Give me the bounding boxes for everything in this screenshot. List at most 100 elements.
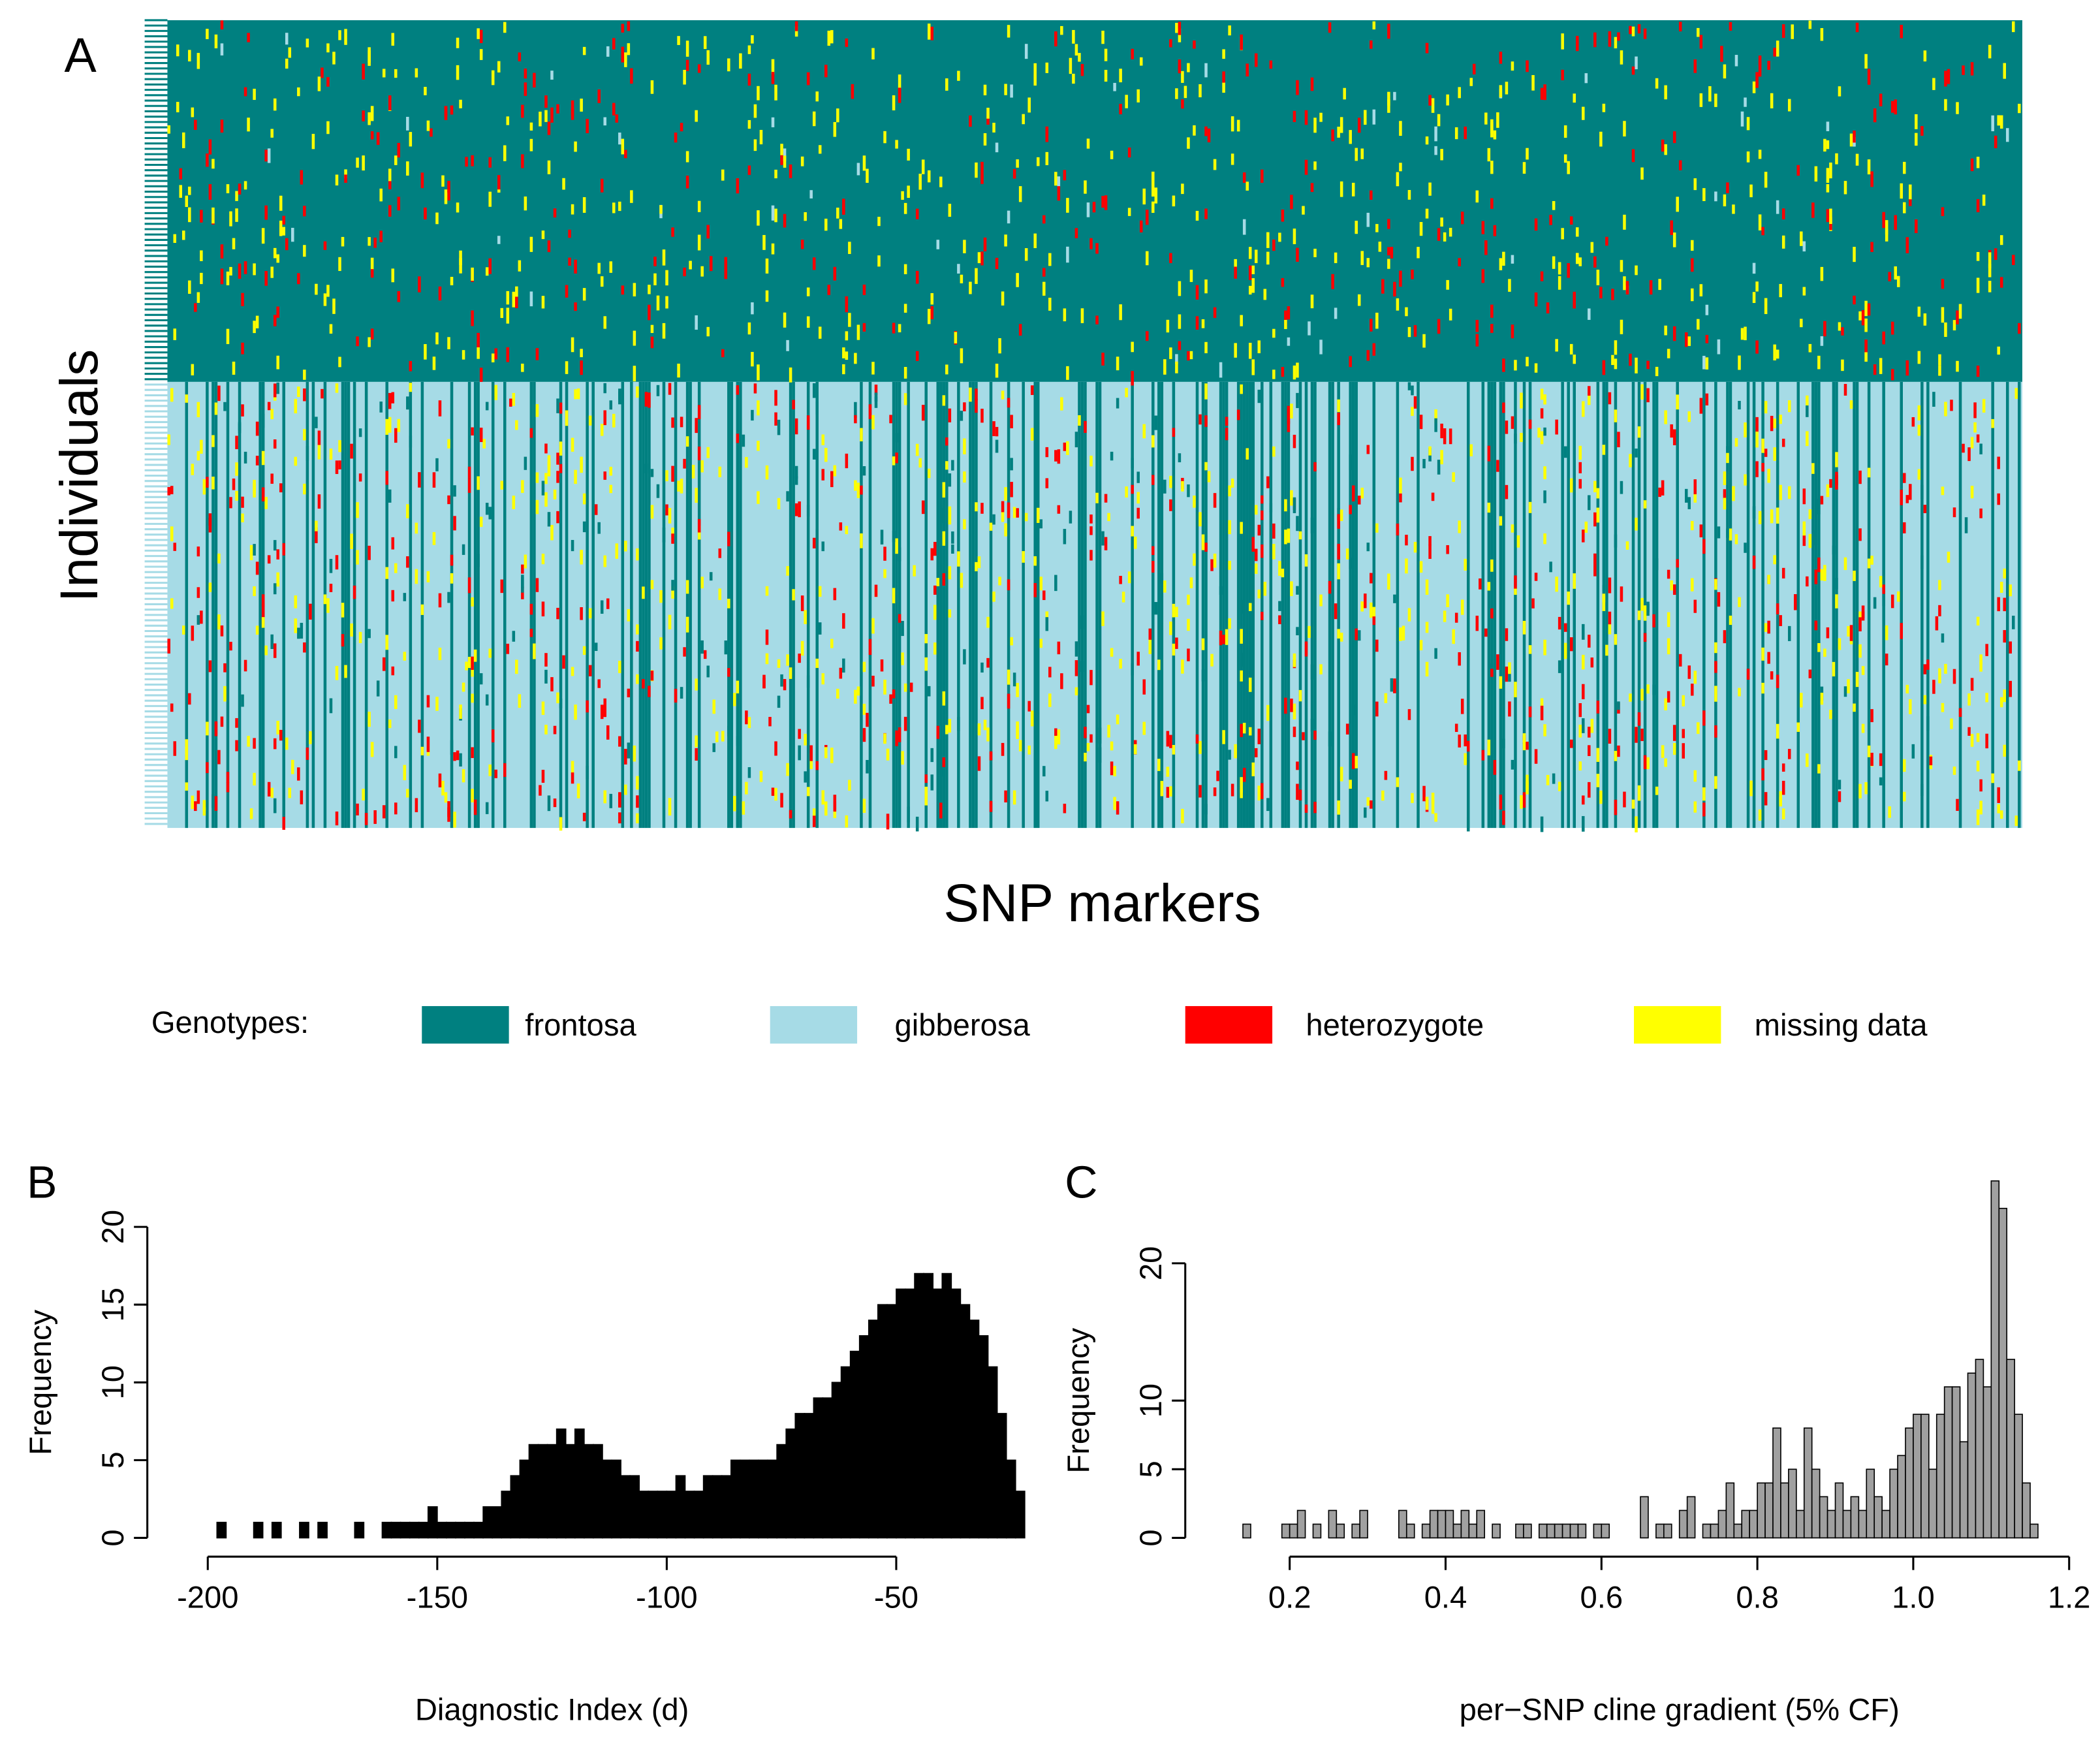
genotype-cell bbox=[533, 643, 536, 659]
genotype-cell bbox=[1699, 284, 1703, 296]
genotype-cell bbox=[1345, 548, 1349, 560]
genotype-cell bbox=[1181, 808, 1184, 823]
bar bbox=[565, 1444, 576, 1539]
genotype-cell bbox=[1437, 319, 1441, 334]
genotype-cell bbox=[606, 725, 610, 740]
genotype-cell bbox=[255, 561, 259, 575]
genotype-cell bbox=[1360, 601, 1364, 612]
genotype-cell bbox=[241, 694, 244, 707]
genotype-cell bbox=[1281, 568, 1285, 578]
genotype-cell bbox=[1941, 486, 1945, 496]
genotype-cell bbox=[303, 245, 306, 257]
genotype-cell bbox=[1808, 533, 1812, 548]
genotype-cell bbox=[518, 260, 522, 272]
genotype-cell bbox=[264, 497, 268, 509]
genotype-cell bbox=[1534, 363, 1538, 373]
genotype-cell bbox=[751, 302, 754, 315]
genotype-cell bbox=[918, 174, 922, 190]
genotype-cell bbox=[291, 759, 294, 774]
genotype-cell bbox=[368, 712, 371, 727]
genotype-cell bbox=[812, 808, 816, 821]
genotype-cell bbox=[1428, 536, 1432, 546]
genotype-cell bbox=[1104, 195, 1108, 210]
genotype-cell bbox=[1487, 582, 1491, 591]
genotype-cell bbox=[571, 540, 574, 552]
genotype-cell bbox=[1522, 162, 1526, 174]
genotype-cell bbox=[456, 750, 460, 761]
genotype-cell bbox=[798, 729, 801, 739]
genotype-cell bbox=[1806, 431, 1809, 447]
genotype-cell bbox=[1752, 555, 1756, 569]
genotype-cell bbox=[329, 698, 333, 714]
genotype-cell bbox=[1847, 625, 1850, 637]
bar bbox=[858, 1335, 870, 1539]
genotype-cell bbox=[1234, 744, 1237, 759]
genotype-cell bbox=[1296, 516, 1299, 531]
genotype-cell bbox=[1033, 583, 1037, 597]
genotype-cell bbox=[1479, 578, 1482, 590]
genotype-cell bbox=[1272, 523, 1276, 539]
genotype-cell bbox=[1152, 171, 1155, 187]
genotype-cell bbox=[544, 443, 548, 454]
stripe bbox=[1528, 381, 1532, 829]
bar bbox=[1546, 1523, 1556, 1539]
genotype-cell bbox=[1814, 530, 1818, 545]
genotype-cell bbox=[1089, 526, 1093, 535]
legend-swatch bbox=[422, 1005, 509, 1044]
stripe bbox=[1466, 381, 1470, 829]
genotype-cell bbox=[249, 545, 253, 561]
genotype-cell bbox=[948, 719, 952, 733]
genotype-cell bbox=[217, 614, 221, 630]
genotype-cell bbox=[777, 419, 781, 435]
genotype-cell bbox=[792, 400, 795, 409]
genotype-cell bbox=[854, 689, 857, 704]
genotype-cell bbox=[1985, 733, 1988, 749]
genotype-cell bbox=[1189, 577, 1193, 588]
genotype-cell bbox=[821, 469, 825, 481]
genotype-cell bbox=[1201, 669, 1205, 682]
genotype-cell bbox=[856, 324, 860, 340]
genotype-cell bbox=[1549, 561, 1552, 573]
genotype-cell bbox=[1820, 569, 1824, 581]
y-tick-label: 20 bbox=[95, 1210, 130, 1244]
genotype-cell bbox=[1691, 258, 1694, 272]
genotype-cell bbox=[1187, 594, 1190, 605]
genotype-cell bbox=[1248, 677, 1252, 692]
genotype-cell bbox=[1204, 383, 1208, 400]
genotype-cell bbox=[1952, 507, 1956, 518]
genotype-cell bbox=[1234, 343, 1237, 358]
genotype-cell bbox=[338, 356, 341, 368]
genotype-cell bbox=[1761, 463, 1764, 472]
genotype-cell bbox=[1985, 644, 1988, 656]
genotype-cell bbox=[1119, 659, 1122, 669]
genotype-cell bbox=[1104, 494, 1108, 503]
stripe bbox=[1900, 381, 1903, 829]
genotype-cell bbox=[512, 291, 516, 308]
genotype-cell bbox=[524, 196, 527, 211]
bar bbox=[1468, 1523, 1478, 1539]
genotype-cell bbox=[1296, 783, 1299, 800]
genotype-cell bbox=[1697, 319, 1700, 330]
genotype-cell bbox=[206, 29, 209, 39]
genotype-cell bbox=[609, 400, 613, 410]
genotype-cell bbox=[397, 197, 401, 211]
genotype-cell bbox=[1672, 725, 1676, 741]
genotype-cell bbox=[786, 340, 789, 351]
genotype-cell bbox=[1007, 398, 1011, 408]
genotype-cell bbox=[642, 679, 645, 689]
bar bbox=[2022, 1482, 2031, 1539]
genotype-cell bbox=[453, 516, 456, 531]
genotype-cell bbox=[512, 392, 516, 406]
genotype-cell bbox=[370, 131, 374, 140]
genotype-cell bbox=[1169, 347, 1172, 359]
genotype-cell bbox=[1997, 804, 2000, 814]
stripe bbox=[1022, 381, 1025, 829]
genotype-cell bbox=[1894, 215, 1897, 230]
genotype-cell bbox=[1522, 620, 1526, 635]
genotype-cell bbox=[571, 204, 574, 215]
genotype-cell bbox=[1024, 44, 1028, 59]
genotype-cell bbox=[1676, 197, 1679, 212]
genotype-cell bbox=[1693, 671, 1697, 684]
genotype-cell bbox=[1962, 65, 1965, 75]
genotype-cell bbox=[806, 316, 810, 328]
